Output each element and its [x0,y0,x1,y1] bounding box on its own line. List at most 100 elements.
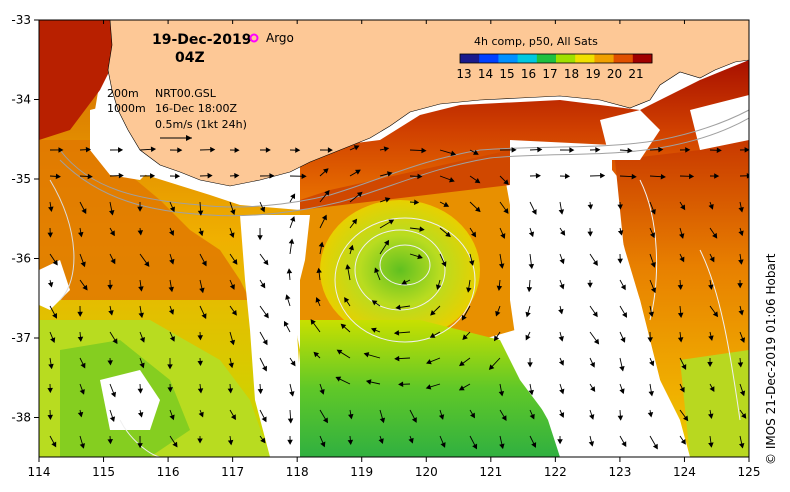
current-vector-head [348,244,354,251]
legend-title: 4h comp, p50, All Sats [474,35,598,48]
current-vector-head [708,442,714,448]
current-vector-head [229,339,236,346]
current-vector-head [587,204,594,210]
current-vector-head [199,287,205,294]
current-vector-head [316,267,322,274]
current-vector-head [370,327,377,333]
current-vector-head [558,336,564,342]
current-vector-head [257,388,264,395]
legend-swatch [613,54,634,63]
current-vector-head [537,146,543,153]
current-vector-head [739,337,746,344]
current-vector-head [408,437,414,444]
current-vector-head [744,147,749,153]
current-vector-head [429,332,436,338]
current-vector-head [558,209,565,215]
legend-tick-label: 18 [564,67,579,81]
current-vector-head [620,337,626,343]
current-vector-head [500,233,506,239]
credit-label: © IMOS 21-Dec-2019 01:06 Hobart [764,253,778,465]
current-vector-head [595,147,601,153]
current-vector-head [685,147,691,153]
current-vector-head [709,386,715,392]
current-vector-head [557,439,563,445]
x-tick-label: 115 [92,465,115,479]
current-vector-head [260,437,266,444]
ssh-contours [119,179,741,457]
legend-swatch [536,54,557,63]
current-vector-head [229,232,235,239]
current-vector-head [617,204,623,210]
sst-field [39,20,749,457]
current-vector-head [587,231,593,237]
current-vector-head [384,197,391,203]
x-tick-label: 125 [738,465,761,479]
legend-tick-label: 21 [628,67,643,81]
current-vector-head [495,310,501,317]
current-vector-head [344,297,350,303]
current-vector-head [498,263,505,269]
color-legend: 4h comp, p50, All Sats 13 14 15 16 17 18 19 20 2… [456,35,653,81]
contour-1000-label: 1000m [107,102,146,115]
current-vector-head [417,253,423,260]
current-vector-head [320,441,326,448]
current-vector-head [503,179,509,185]
current-vector-head [301,173,307,180]
current-vector-head [680,204,686,211]
legend-swatch [575,54,595,63]
current-vector-head [335,376,342,382]
current-vector-head [167,387,173,393]
y-tick-label: -33 [11,13,31,27]
current-vector-head [443,201,450,207]
current-vector-head [198,411,204,418]
current-vector-head [438,414,445,420]
current-vector-head [227,439,234,446]
current-vector-head [386,171,393,177]
cloud-mask [39,95,749,457]
current-vector-head [716,147,722,154]
current-vector-head [470,412,475,419]
current-vector-head [48,206,54,212]
current-vector-head [488,364,495,370]
x-axis: 114 115 116 117 118 119 120 121 122 123 124 125 [28,20,761,479]
current-vector-head [474,178,481,184]
current-vector-head [649,232,656,239]
current-vector-head [137,412,144,418]
time-label: 04Z [175,50,205,66]
current-vector-head [79,443,86,449]
current-vector-head [150,146,157,153]
current-vector-head [356,191,363,198]
current-vector-head [285,294,291,300]
current-vector-head [529,413,535,420]
current-vector-head [77,336,84,342]
current-vector-head [714,173,720,179]
current-vector-head [201,260,207,267]
current-vector-head [313,351,320,358]
current-vector-head [395,304,401,311]
current-vector-head [348,413,354,420]
current-vector-head [589,361,595,368]
current-vector-head [82,284,88,291]
current-vector-head [679,386,685,393]
current-vector-head [374,267,380,274]
current-vector-head [473,149,479,155]
current-vector-head [496,285,503,291]
current-vector-head [345,264,351,270]
y-tick-label: -37 [11,331,31,345]
current-vector-head [450,150,457,156]
current-vector-head [47,282,54,288]
current-vector-head [647,411,654,418]
current-vector-head [108,310,114,316]
current-vector-head [322,417,328,424]
current-vector-head [265,147,271,153]
current-vector-head [558,360,564,366]
current-vector-head [462,334,468,340]
y-axis: -33 -34 -35 -36 -37 -38 [11,13,39,425]
current-vector-head [569,147,575,153]
current-vector-head [197,210,204,216]
current-vector-head [621,441,627,448]
current-vector-head [81,208,87,215]
current-vector-head [47,387,53,394]
current-vector-head [712,311,719,318]
